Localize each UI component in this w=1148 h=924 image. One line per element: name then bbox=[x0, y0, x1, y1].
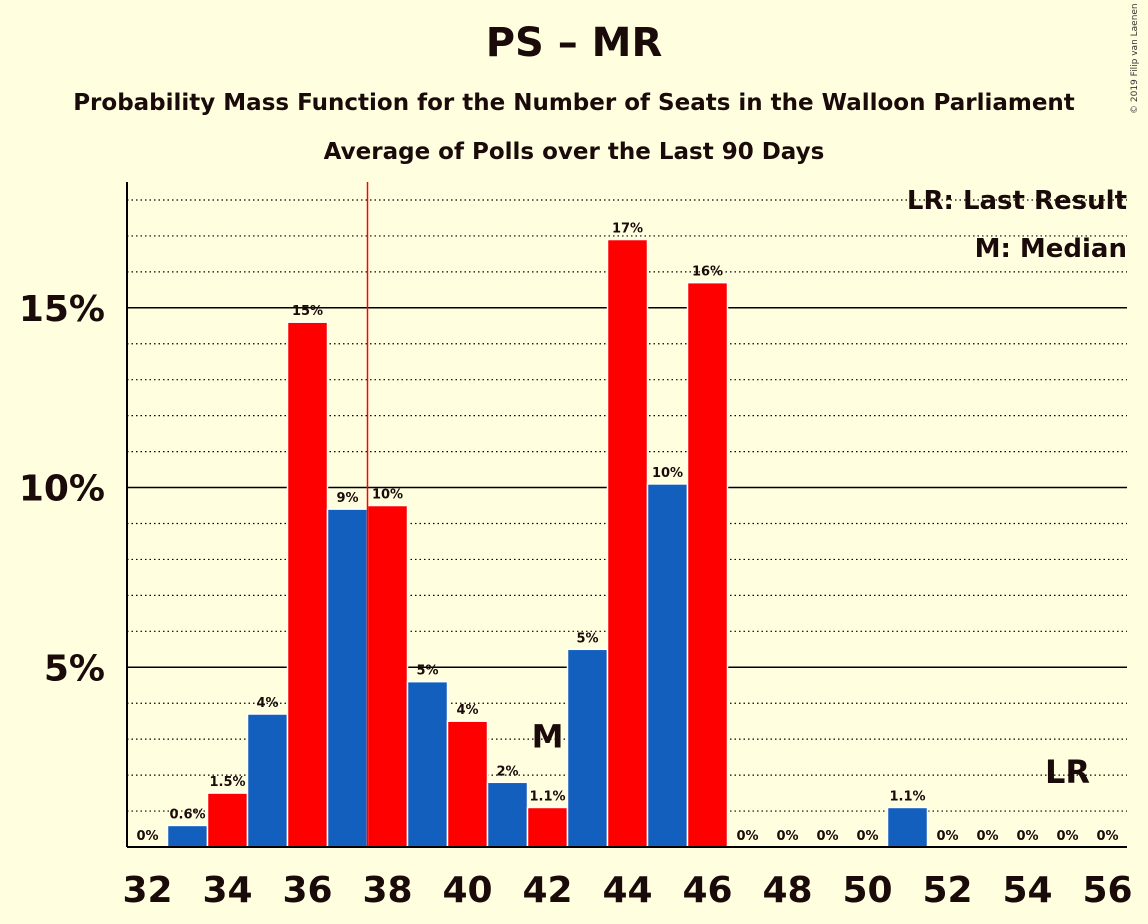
data-label: 0% bbox=[1096, 829, 1118, 844]
data-label: 4% bbox=[256, 696, 278, 711]
data-label: 0% bbox=[816, 829, 838, 844]
median-marker: M bbox=[532, 717, 564, 755]
bar bbox=[326, 508, 369, 848]
bar bbox=[406, 680, 449, 848]
x-tick-label: 32 bbox=[122, 870, 172, 911]
bar bbox=[246, 713, 289, 848]
data-label: 5% bbox=[416, 664, 438, 679]
data-label: 0% bbox=[776, 829, 798, 844]
y-tick-label: 5% bbox=[44, 648, 105, 689]
chart-subtitle-2: Average of Polls over the Last 90 Days bbox=[323, 139, 825, 165]
data-label: 10% bbox=[652, 466, 683, 481]
x-tick-label: 44 bbox=[602, 870, 652, 911]
bar bbox=[366, 504, 409, 848]
data-label: 1.1% bbox=[529, 789, 565, 804]
x-tick-label: 40 bbox=[442, 870, 492, 911]
bar bbox=[206, 792, 249, 848]
chart-subtitle: Probability Mass Function for the Number… bbox=[73, 90, 1075, 116]
data-label: 0% bbox=[976, 829, 998, 844]
data-label: 17% bbox=[612, 222, 643, 237]
x-tick-label: 42 bbox=[522, 870, 572, 911]
data-label: 5% bbox=[576, 631, 598, 646]
bar bbox=[166, 824, 209, 848]
x-tick-label: 34 bbox=[202, 870, 252, 911]
data-label: 0% bbox=[136, 829, 158, 844]
y-tick-label: 15% bbox=[19, 289, 105, 330]
x-tick-label: 46 bbox=[682, 870, 732, 911]
data-label: 1.1% bbox=[889, 789, 925, 804]
legend-entry: LR: Last Result bbox=[907, 186, 1127, 216]
data-label: 2% bbox=[496, 764, 518, 779]
x-tick-label: 52 bbox=[922, 870, 972, 911]
data-label: 9% bbox=[336, 491, 358, 506]
bar bbox=[486, 781, 529, 848]
x-tick-label: 54 bbox=[1002, 870, 1052, 911]
data-label: 0% bbox=[856, 829, 878, 844]
data-label: 16% bbox=[692, 265, 723, 280]
last-result-marker: LR bbox=[1045, 753, 1090, 791]
bar bbox=[606, 238, 649, 848]
bar bbox=[446, 720, 489, 848]
data-label: 0% bbox=[1056, 829, 1078, 844]
data-label: 0% bbox=[936, 829, 958, 844]
bar bbox=[686, 281, 729, 848]
x-tick-label: 38 bbox=[362, 870, 412, 911]
data-label: 1.5% bbox=[209, 775, 245, 790]
y-tick-label: 10% bbox=[19, 469, 105, 510]
bar bbox=[646, 483, 689, 848]
x-tick-label: 48 bbox=[762, 870, 812, 911]
data-label: 0% bbox=[1016, 829, 1038, 844]
data-label: 4% bbox=[456, 703, 478, 718]
data-label: 10% bbox=[372, 488, 403, 503]
chart-title: PS – MR bbox=[485, 20, 663, 66]
bar bbox=[286, 321, 329, 848]
data-label: 15% bbox=[292, 304, 323, 319]
bar bbox=[526, 806, 569, 848]
x-tick-label: 56 bbox=[1082, 870, 1132, 911]
x-tick-label: 36 bbox=[282, 870, 332, 911]
bar bbox=[566, 648, 609, 848]
data-label: 0.6% bbox=[169, 807, 205, 822]
legend-entry: M: Median bbox=[975, 234, 1127, 264]
x-tick-label: 50 bbox=[842, 870, 892, 911]
bar bbox=[886, 806, 929, 848]
data-label: 0% bbox=[736, 829, 758, 844]
